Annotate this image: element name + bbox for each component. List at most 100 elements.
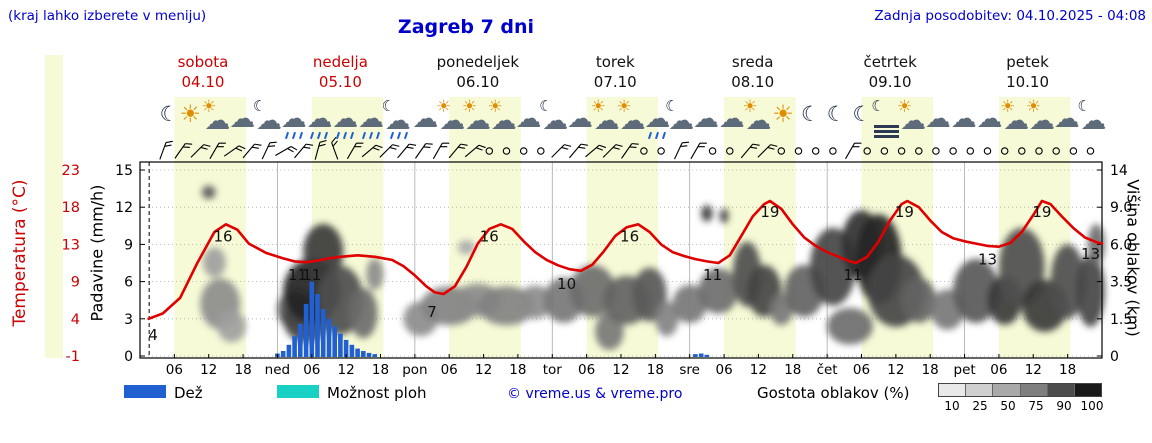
svg-text:11: 11 <box>302 266 321 284</box>
rain-legend-label: Dež <box>174 384 203 402</box>
svg-text:19: 19 <box>1032 203 1051 221</box>
svg-text:12: 12 <box>200 362 217 378</box>
day-name: sreda <box>731 53 774 71</box>
svg-text:18: 18 <box>922 362 939 378</box>
rain-legend-swatch <box>124 385 166 398</box>
svg-text:16: 16 <box>620 227 639 245</box>
day-header-nedelja: nedelja 05.10 <box>265 52 415 92</box>
svg-text:7: 7 <box>427 303 437 321</box>
svg-text:18: 18 <box>235 362 252 378</box>
svg-text:12: 12 <box>338 362 355 378</box>
day-header-petek: petek 10.10 <box>953 52 1103 92</box>
cloud-scale-label: 75 <box>1028 399 1044 413</box>
svg-text:6.0: 6.0 <box>1110 237 1132 253</box>
day-name: torek <box>595 53 635 71</box>
svg-text:18: 18 <box>62 200 80 216</box>
day-header-četrtek: četrtek 09.10 <box>815 52 965 92</box>
copyright-link[interactable]: © vreme.us & vreme.pro <box>507 386 683 402</box>
precip-tick-labels: 15 12 9 6 3 0 <box>115 163 133 365</box>
svg-text:16: 16 <box>213 227 232 245</box>
svg-text:12: 12 <box>612 362 629 378</box>
last-update-text: Zadnja posodobitev: 04.10.2025 - 04:08 <box>874 8 1146 24</box>
cloud-scale-segment-75 <box>1020 384 1048 396</box>
svg-text:pet: pet <box>954 362 976 378</box>
day-date: 04.10 <box>181 73 225 91</box>
cloud-scale-segment-90 <box>1047 384 1075 396</box>
svg-text:12: 12 <box>887 362 904 378</box>
cloud-scale-label: 25 <box>972 399 988 413</box>
svg-text:3: 3 <box>124 312 133 328</box>
svg-text:6: 6 <box>124 275 133 291</box>
svg-text:18: 18 <box>784 362 801 378</box>
cloud-density-scale-labels: 10 25 50 75 90 100 <box>938 399 1106 413</box>
svg-text:18: 18 <box>509 362 526 378</box>
temperature-axis-label: Temperatura (°C) <box>10 179 30 327</box>
svg-text:9: 9 <box>124 237 133 253</box>
showers-legend-swatch <box>277 385 319 398</box>
svg-text:11: 11 <box>288 266 307 284</box>
svg-text:14: 14 <box>1110 163 1128 179</box>
svg-text:tor: tor <box>543 362 563 378</box>
temp-tick-labels: 23 18 13 9 4 -1 <box>62 163 80 365</box>
menu-hint-text: (kraj lahko izberete v meniju) <box>8 8 207 24</box>
svg-text:12: 12 <box>475 362 492 378</box>
day-date: 09.10 <box>868 73 912 91</box>
showers-legend-label: Možnost ploh <box>327 384 427 402</box>
day-header-sobota: sobota 04.10 <box>128 52 278 92</box>
svg-text:06: 06 <box>716 362 733 378</box>
svg-text:3.5: 3.5 <box>1110 275 1132 291</box>
cloud-tick-labels: 14 9.0 6.0 3.5 1.5 0 <box>1110 163 1132 365</box>
cloud-height-axis-label: Višina oblakov (km) <box>1123 179 1143 337</box>
svg-text:06: 06 <box>578 362 595 378</box>
wind-symbols <box>159 136 1095 160</box>
svg-text:10: 10 <box>557 275 576 293</box>
svg-text:12: 12 <box>750 362 767 378</box>
cloud-density-scale-bar <box>938 383 1102 397</box>
day-name: četrtek <box>863 53 917 71</box>
day-name: sobota <box>177 53 229 71</box>
axis-box <box>139 161 1103 359</box>
cloud-scale-segment-100 <box>1074 384 1102 396</box>
svg-text:čet: čet <box>817 362 838 378</box>
day-date: 05.10 <box>318 73 362 91</box>
day-date: 08.10 <box>731 73 775 91</box>
precipitation-bars <box>275 281 710 357</box>
svg-text:13: 13 <box>978 251 997 269</box>
svg-text:06: 06 <box>441 362 458 378</box>
cloud-scale-label: 100 <box>1080 399 1104 413</box>
svg-text:4: 4 <box>148 326 158 344</box>
svg-text:18: 18 <box>1059 362 1076 378</box>
cloud-scale-label: 50 <box>1000 399 1016 413</box>
day-date: 10.10 <box>1006 73 1050 91</box>
svg-text:-1: -1 <box>66 349 80 365</box>
cloud-scale-segment-50 <box>993 384 1021 396</box>
cloud-scale-label: 90 <box>1056 399 1072 413</box>
day-header-torek: torek 07.10 <box>540 52 690 92</box>
svg-text:9: 9 <box>71 275 80 291</box>
cloud-density-field <box>200 185 1105 351</box>
precipitation-axis-label: Padavine (mm/h) <box>87 184 107 322</box>
temperature-curve <box>147 199 1104 321</box>
svg-text:11: 11 <box>843 266 862 284</box>
svg-text:15: 15 <box>115 163 133 179</box>
svg-text:12: 12 <box>1025 362 1042 378</box>
svg-text:18: 18 <box>372 362 389 378</box>
svg-text:ned: ned <box>265 362 290 378</box>
svg-text:06: 06 <box>166 362 183 378</box>
svg-text:19: 19 <box>895 203 914 221</box>
day-date: 06.10 <box>456 73 500 91</box>
day-name: nedelja <box>312 53 368 71</box>
svg-text:11: 11 <box>703 266 722 284</box>
cloud-scale-label: 10 <box>944 399 960 413</box>
svg-text:06: 06 <box>303 362 320 378</box>
cloud-density-legend-label: Gostota oblakov (%) <box>757 384 910 402</box>
svg-text:06: 06 <box>990 362 1007 378</box>
svg-text:0: 0 <box>1110 349 1119 365</box>
svg-text:12: 12 <box>115 200 133 216</box>
svg-text:4: 4 <box>71 312 80 328</box>
day-date: 07.10 <box>593 73 637 91</box>
svg-text:13: 13 <box>1081 245 1100 263</box>
